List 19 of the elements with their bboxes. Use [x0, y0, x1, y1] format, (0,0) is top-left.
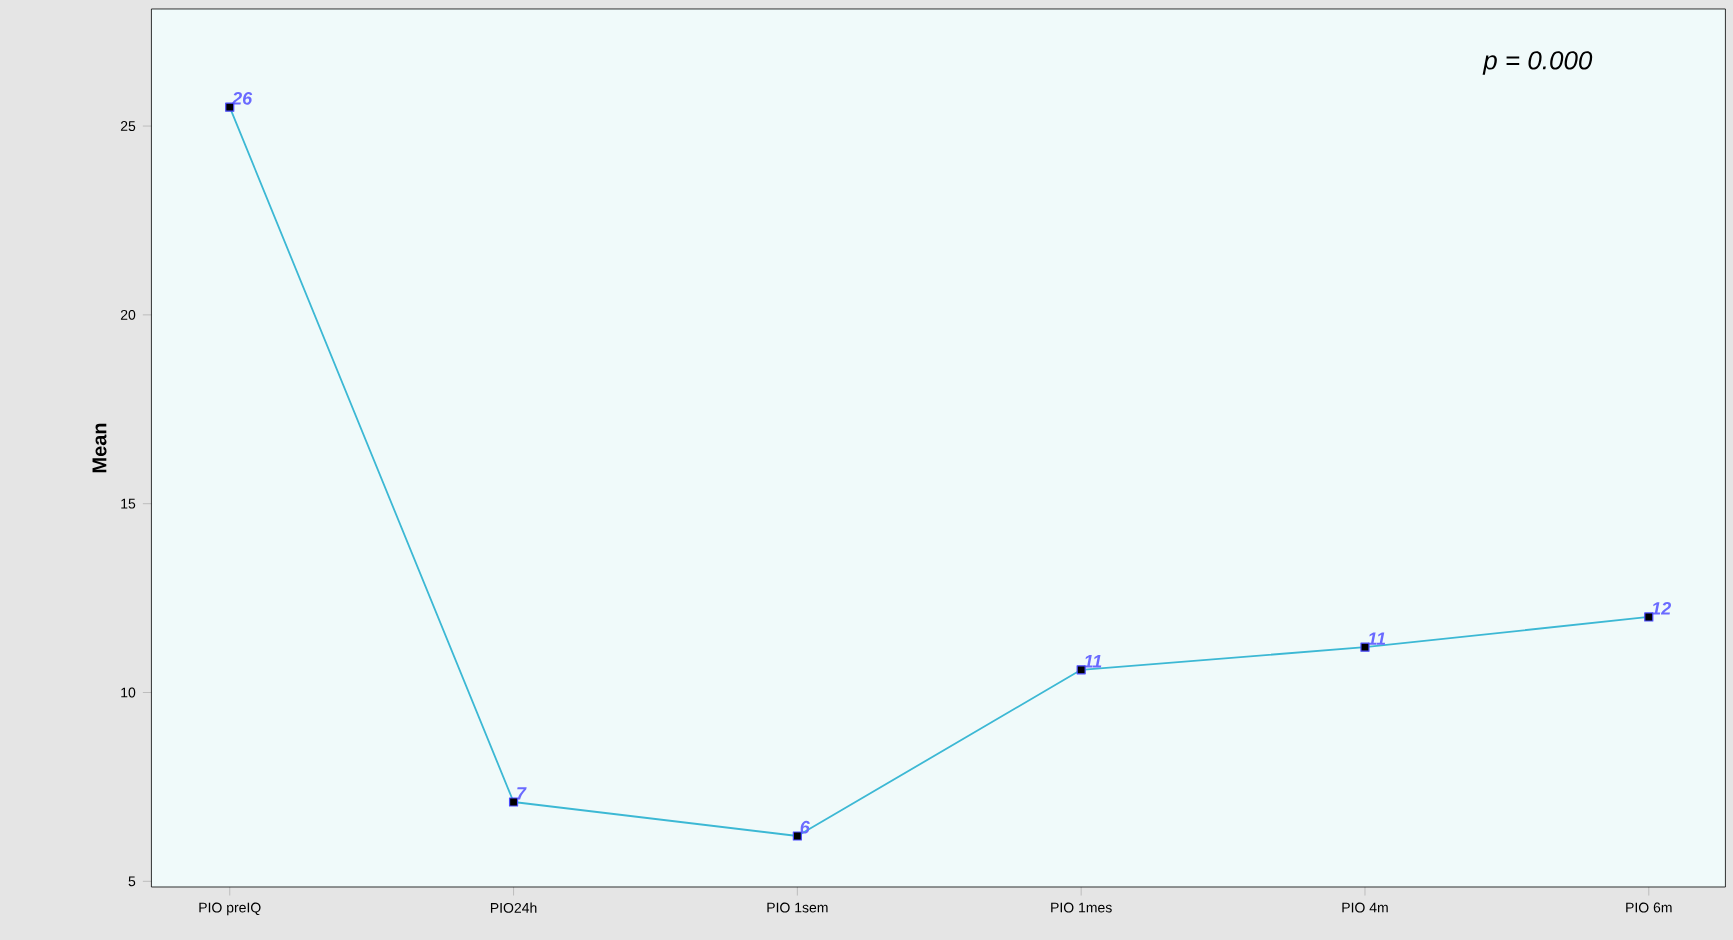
x-tick-label: PIO 1sem — [767, 902, 828, 913]
data-label: 6 — [800, 820, 810, 834]
data-label: 12 — [1651, 602, 1672, 615]
y-axis-title: Mean — [92, 423, 107, 473]
data-label: 7 — [517, 787, 527, 800]
y-tick-label: 20 — [120, 309, 136, 320]
y-tick-label: 15 — [121, 498, 136, 509]
x-tick-label: PIO 6m — [1626, 902, 1672, 913]
x-tick-label: PIO 1mes — [1051, 902, 1112, 913]
annotation: p = 0.000 — [1482, 51, 1593, 75]
x-tick-label: PIO24h — [490, 902, 537, 913]
y-tick-label: 10 — [121, 687, 136, 698]
data-label: 26 — [231, 92, 253, 105]
x-tick-label: PIO 4m — [1342, 902, 1388, 913]
y-tick-label: 25 — [120, 121, 136, 131]
x-tick-label: PIO preIQ — [199, 902, 261, 916]
data-label: 11 — [1083, 655, 1102, 668]
y-tick-label: 5 — [128, 876, 136, 887]
data-label: 11 — [1367, 632, 1386, 645]
